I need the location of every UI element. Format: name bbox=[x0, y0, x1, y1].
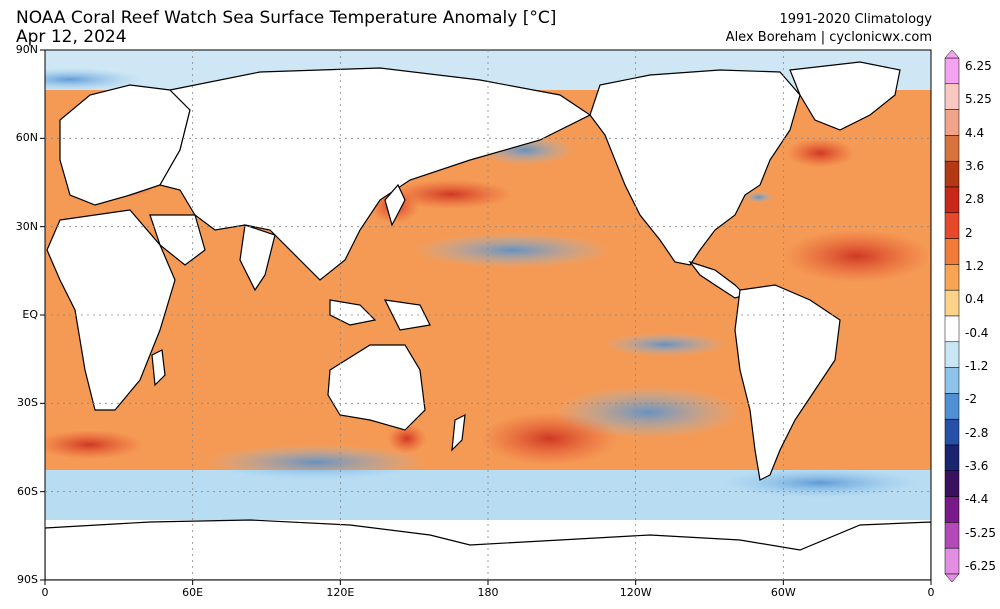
colorbar-label: -1.2 bbox=[965, 359, 989, 373]
colorbar-label: -2.8 bbox=[965, 425, 989, 440]
colorbar-label: -2 bbox=[965, 392, 977, 407]
colorbar-segment bbox=[944, 341, 960, 368]
cool-anomaly-region bbox=[743, 191, 774, 204]
colorbar-segment bbox=[944, 418, 960, 446]
warm-anomaly-region bbox=[785, 138, 855, 168]
colorbar-label: 2 bbox=[965, 225, 973, 240]
gridlines bbox=[45, 50, 931, 580]
colorbar-segment bbox=[944, 289, 960, 317]
warm-anomaly-region bbox=[389, 179, 513, 209]
colorbar-segment bbox=[944, 212, 960, 239]
colorbar-label: -3.6 bbox=[965, 459, 989, 473]
south-america bbox=[734, 284, 841, 481]
lat-tick-label: 90N bbox=[15, 43, 38, 56]
cool-anomaly-region bbox=[414, 232, 612, 268]
colorbar-segment bbox=[944, 83, 960, 110]
lat-tick-label: 90S bbox=[17, 573, 38, 586]
colorbar-segment bbox=[944, 547, 960, 575]
colorbar-label: 1.2 bbox=[965, 259, 985, 273]
lat-tick-label: 30S bbox=[17, 396, 38, 410]
cool-anomaly-region bbox=[204, 444, 427, 480]
cool-anomaly-region bbox=[45, 67, 144, 92]
colorbar-segment bbox=[944, 57, 960, 85]
colorbar-label: -6.25 bbox=[965, 559, 997, 573]
lat-tick-label: 30N bbox=[15, 219, 38, 233]
lon-tick-label: 0 bbox=[41, 586, 49, 599]
climatology-label: 1991-2020 Climatology bbox=[779, 12, 932, 27]
lon-tick-label: 0 bbox=[927, 586, 935, 599]
warm-anomaly-region bbox=[387, 423, 427, 454]
credit-label: Alex Boreham | cyclonicwx.com bbox=[725, 30, 932, 45]
colorbar-segment bbox=[944, 109, 960, 136]
lon-tick-label: 180 bbox=[477, 586, 499, 599]
colorbar-label: 4.4 bbox=[965, 125, 985, 140]
lon-tick-label: 120E bbox=[326, 586, 355, 599]
colorbar-label: 2.8 bbox=[965, 192, 985, 207]
colorbar-label: -5.25 bbox=[965, 525, 997, 540]
colorbar-segment bbox=[944, 264, 960, 291]
colorbar-label: -0.4 bbox=[965, 325, 989, 340]
cool-anomaly-region bbox=[603, 332, 727, 357]
colorbar-segment bbox=[944, 496, 960, 523]
colorbar-segment bbox=[944, 186, 960, 214]
warm-anomaly-region bbox=[45, 429, 144, 460]
colorbar bbox=[944, 49, 960, 583]
lon-tick-label: 120W bbox=[619, 586, 652, 599]
colorbar-segment bbox=[944, 160, 960, 188]
colorbar-label: 3.6 bbox=[965, 159, 985, 173]
africa bbox=[46, 209, 176, 411]
colorbar-min-arrow bbox=[944, 573, 960, 583]
colorbar-segment bbox=[944, 238, 960, 265]
colorbar-segment bbox=[944, 470, 960, 497]
warm-anomaly-region bbox=[783, 229, 931, 283]
lat-tick-label: 60S bbox=[17, 484, 38, 498]
cool-anomaly-region bbox=[554, 385, 742, 439]
colorbar-segment bbox=[944, 135, 960, 162]
lat-tick-label: 60N bbox=[15, 131, 38, 145]
colorbar-label: 0.4 bbox=[965, 292, 985, 307]
colorbar-segment bbox=[944, 393, 960, 420]
colorbar-max-arrow bbox=[944, 49, 960, 59]
map-date: Apr 12, 2024 bbox=[16, 27, 127, 47]
colorbar-label: 5.25 bbox=[965, 92, 992, 107]
map-title: NOAA Coral Reef Watch Sea Surface Temper… bbox=[16, 8, 557, 28]
axis-ticks bbox=[40, 49, 932, 585]
lat-tick-label: EQ bbox=[22, 308, 38, 321]
colorbar-label: -4.4 bbox=[965, 492, 989, 507]
north-america bbox=[589, 69, 801, 266]
greenland bbox=[789, 61, 901, 131]
lon-tick-label: 60W bbox=[770, 586, 796, 599]
colorbar-segment bbox=[944, 444, 960, 472]
australia bbox=[327, 344, 426, 431]
colorbar-segment bbox=[944, 367, 960, 394]
lon-tick-label: 60E bbox=[182, 586, 204, 599]
colorbar-segment bbox=[944, 315, 960, 343]
colorbar-label: 6.25 bbox=[965, 59, 992, 73]
cool-anomaly-region bbox=[721, 468, 919, 498]
colorbar-segment bbox=[944, 522, 960, 549]
